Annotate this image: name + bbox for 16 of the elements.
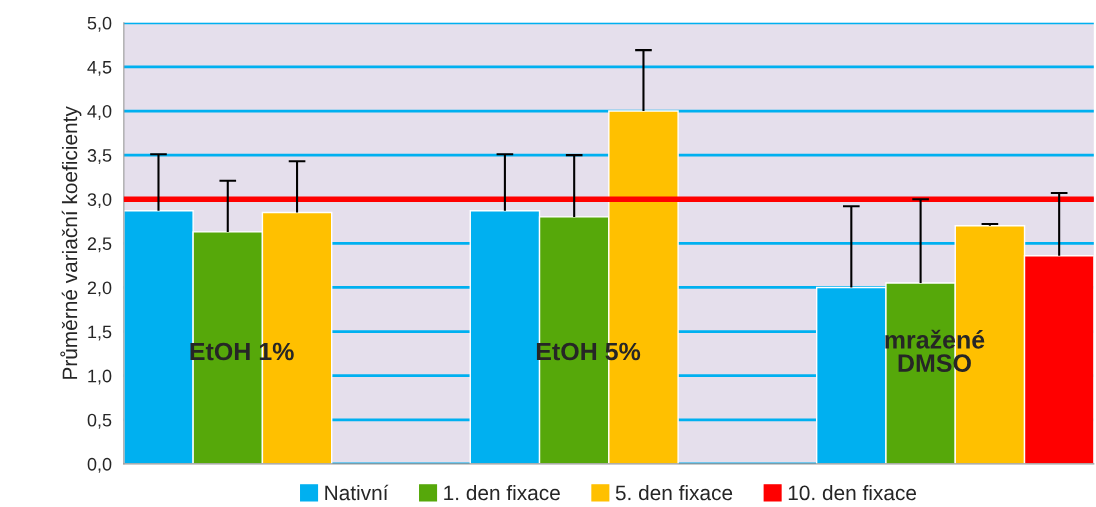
y-tick-label: 2,5 — [87, 237, 112, 253]
y-tick-label: 3,5 — [87, 149, 112, 164]
y-tick-label: 5,0 — [87, 16, 112, 32]
legend-label: 5. den fixace — [615, 484, 733, 501]
y-tick-label: 1,5 — [88, 325, 112, 341]
y-tick-label: 4,5 — [87, 61, 112, 76]
y-tick-label: 4,0 — [87, 104, 112, 120]
y-tick-label: 3,0 — [87, 193, 112, 209]
y-tick-label: 0,0 — [87, 457, 112, 473]
legend-label: 10. den fixace — [788, 484, 917, 501]
y-axis-title: Průměrné variační koeficienty — [60, 106, 82, 379]
y-tick-label: 2,0 — [87, 281, 112, 297]
y-tick-label: 0,5 — [87, 413, 112, 429]
legend-label: Nativní — [325, 484, 389, 501]
y-tick-label: 1,0 — [88, 369, 112, 385]
legend-label: 1. den fixace — [444, 484, 560, 501]
